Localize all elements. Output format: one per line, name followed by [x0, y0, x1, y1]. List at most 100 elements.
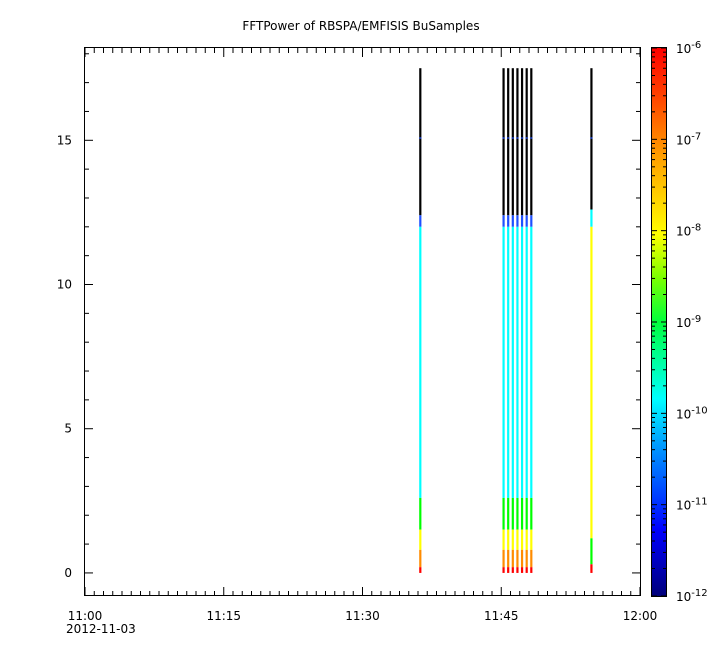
burst-blue-segment [502, 215, 505, 227]
burst-black-segment [502, 68, 505, 216]
burst-black-segment [511, 68, 514, 216]
burst-column [590, 68, 593, 573]
burst-column [516, 68, 519, 573]
burst-yellow-segment [511, 529, 514, 550]
colorbar-tick-label: 10-12 [676, 588, 708, 604]
burst-column [525, 68, 528, 573]
burst-blue-segment [419, 215, 422, 227]
burst-blue-line [590, 137, 593, 139]
y-tick-label: 5 [64, 422, 72, 436]
burst-blue-line [525, 137, 528, 139]
burst-blue-segment [516, 215, 519, 227]
burst-orange-segment [520, 549, 524, 568]
burst-black-segment [530, 68, 533, 216]
x-tick-label: 12:00 [623, 609, 658, 623]
burst-red-segment [530, 567, 533, 573]
x-tick-label: 11:45 [484, 609, 519, 623]
x-date-label: 2012-11-03 [66, 622, 136, 636]
burst-blue-segment [530, 215, 533, 227]
burst-green-segment [530, 497, 533, 530]
burst-orange-segment [516, 549, 519, 568]
burst-red-segment [520, 567, 524, 573]
burst-blue-segment [520, 215, 524, 227]
burst-blue-segment [525, 215, 528, 227]
burst-black-segment [419, 68, 422, 216]
burst-green-segment [520, 497, 524, 530]
chart-title: FFTPower of RBSPA/EMFISIS BuSamples [242, 19, 479, 33]
burst-cyan-segment [520, 226, 524, 498]
burst-yellow-segment [520, 529, 524, 550]
burst-black-segment [507, 68, 510, 216]
y-axis: 0 5 10 15 [57, 53, 640, 580]
burst-cyan-segment [530, 226, 533, 498]
burst-red-segment [511, 567, 514, 573]
burst-columns [419, 68, 593, 573]
x-tick-label: 11:00 [68, 609, 103, 623]
burst-column [502, 68, 505, 573]
burst-yellow-segment [590, 226, 593, 539]
burst-green-segment [525, 497, 528, 530]
burst-blue-line [507, 137, 510, 139]
burst-blue-segment [507, 215, 510, 227]
burst-red-segment [516, 567, 519, 573]
burst-black-segment [525, 68, 528, 216]
colorbar [652, 48, 666, 596]
burst-cyan-segment [419, 226, 422, 498]
burst-red-segment [525, 567, 528, 573]
colorbar-tick-label: 10-11 [676, 497, 708, 513]
burst-blue-line [530, 137, 533, 139]
colorbar-tick-label: 10-9 [676, 314, 701, 330]
burst-column [520, 68, 524, 573]
burst-column [419, 68, 422, 573]
burst-cyan-segment [525, 226, 528, 498]
burst-green-segment [502, 497, 505, 530]
colorbar-tick-label: 10-6 [676, 40, 701, 56]
colorbar-axis: 10-12 10-11 10-10 10-9 10-8 10-7 10-6 [652, 40, 708, 604]
burst-black-segment [520, 68, 524, 216]
y-tick-label: 0 [64, 566, 72, 580]
x-tick-label: 11:15 [206, 609, 241, 623]
burst-cyan-segment [507, 226, 510, 498]
burst-black-segment [516, 68, 519, 216]
burst-cyan-segment [590, 209, 593, 227]
burst-blue-line [511, 137, 514, 139]
plot-area [84, 47, 641, 596]
burst-blue-segment [511, 215, 514, 227]
burst-column [530, 68, 533, 573]
burst-blue-line [520, 137, 524, 139]
burst-green-segment [507, 497, 510, 530]
colorbar-tick-label: 10-10 [676, 405, 708, 421]
burst-column [511, 68, 514, 573]
colorbar-border [651, 47, 667, 597]
burst-blue-line [516, 137, 519, 139]
burst-cyan-segment [511, 226, 514, 498]
burst-cyan-segment [516, 226, 519, 498]
burst-yellow-segment [419, 529, 422, 550]
burst-blue-line [419, 137, 422, 139]
y-tick-label: 10 [57, 278, 72, 292]
burst-red-segment [590, 564, 593, 573]
burst-cyan-segment [502, 226, 505, 498]
burst-red-segment [507, 567, 510, 573]
x-tick-label: 11:30 [345, 609, 380, 623]
burst-blue-line [502, 137, 505, 139]
burst-yellow-segment [516, 529, 519, 550]
burst-orange-segment [511, 549, 514, 568]
burst-red-segment [419, 567, 422, 573]
burst-column [507, 68, 510, 573]
burst-orange-segment [507, 549, 510, 568]
burst-yellow-segment [525, 529, 528, 550]
burst-green-segment [590, 538, 593, 565]
burst-orange-segment [530, 549, 533, 568]
x-axis: 11:00 11:15 11:30 11:45 12:00 [68, 48, 658, 623]
burst-orange-segment [419, 549, 422, 568]
burst-red-segment [502, 567, 505, 573]
burst-orange-segment [502, 549, 505, 568]
burst-orange-segment [525, 549, 528, 568]
y-tick-label: 15 [57, 133, 72, 147]
burst-green-segment [419, 497, 422, 530]
burst-green-segment [511, 497, 514, 530]
burst-yellow-segment [502, 529, 505, 550]
burst-yellow-segment [507, 529, 510, 550]
